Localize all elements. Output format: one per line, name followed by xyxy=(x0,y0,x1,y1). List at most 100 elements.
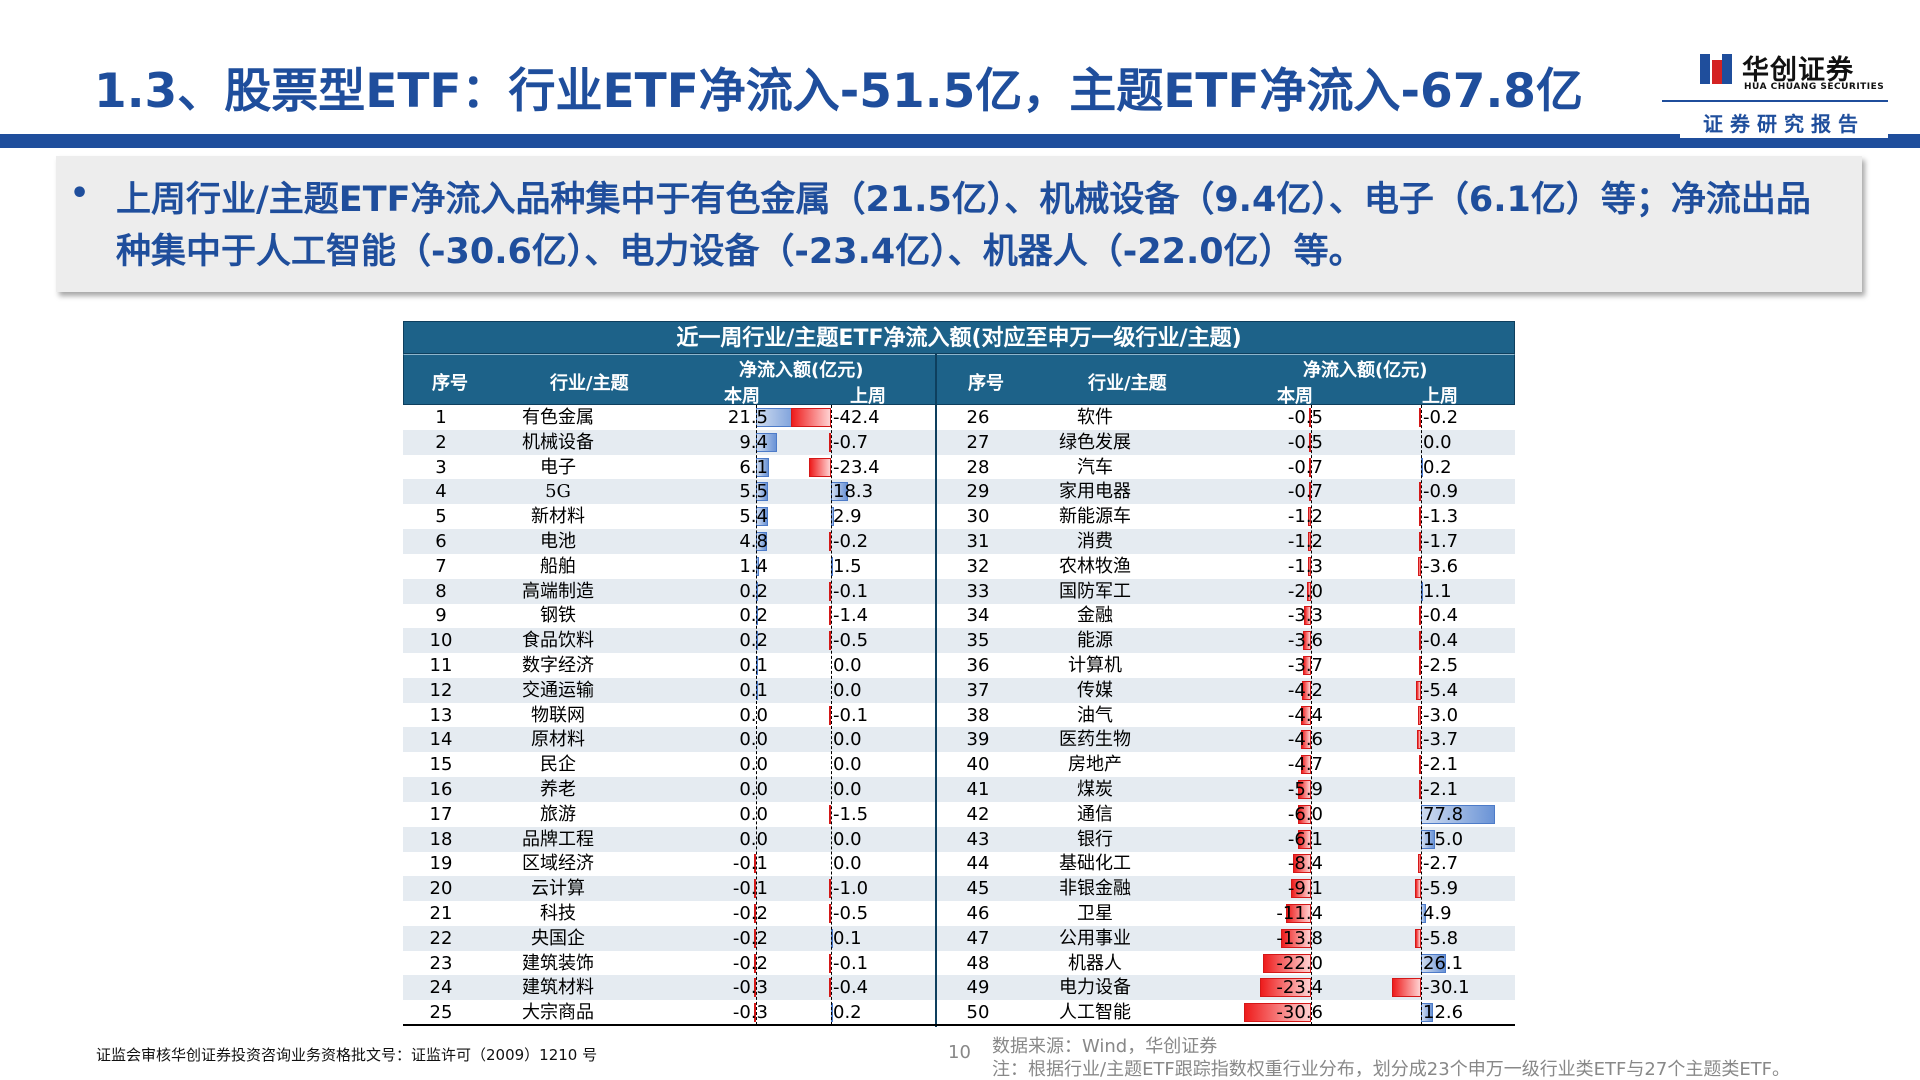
thisweek-value: -0.7 xyxy=(1287,456,1323,478)
page-number: 10 xyxy=(948,1042,971,1063)
row-name: 钢铁 xyxy=(540,605,576,627)
data-source: 数据来源：Wind，华创证券 xyxy=(992,1036,1218,1057)
row-index: 9 xyxy=(435,605,447,627)
etf-flow-table: 近一周行业/主题ETF净流入额(对应至申万一级行业/主题) 序号 行业/主题 净… xyxy=(403,321,1515,1027)
lastweek-bar xyxy=(829,804,831,824)
thisweek-value: 0.2 xyxy=(739,580,768,602)
thisweek-value: -1.2 xyxy=(1287,531,1323,552)
lastweek-bar xyxy=(808,457,831,477)
thisweek-value: -0.1 xyxy=(732,878,768,900)
row-index: 37 xyxy=(966,679,990,701)
thisweek-bar xyxy=(1290,879,1311,899)
lastweek-bar xyxy=(1419,532,1421,551)
lastweek-value: 18.3 xyxy=(833,481,874,503)
logo-text-cn: 华创证券 xyxy=(1742,55,1854,86)
lastweek-bar xyxy=(1419,606,1421,626)
lastweek-value: 4.9 xyxy=(1423,903,1452,924)
row-name: 银行 xyxy=(1077,828,1113,850)
thisweek-value: 0.0 xyxy=(739,779,768,800)
logo-text-en: HUA CHUANG SECURITIES xyxy=(1744,82,1885,92)
thisweek-bar xyxy=(1259,978,1311,998)
lastweek-value: 0.0 xyxy=(833,729,862,751)
lastweek-value: 0.0 xyxy=(833,828,862,850)
row-index: 17 xyxy=(429,803,453,825)
row-index: 47 xyxy=(966,927,990,949)
thisweek-bar xyxy=(754,1003,756,1023)
lastweek-bar xyxy=(829,581,831,601)
row-index: 35 xyxy=(966,630,990,652)
table-row xyxy=(403,925,1515,951)
lastweek-value: 1.5 xyxy=(833,555,862,577)
company-logo: 华创证券 HUA CHUANG SECURITIES xyxy=(1662,44,1888,112)
lastweek-value: -0.1 xyxy=(833,704,869,726)
row-name: 新材料 xyxy=(531,506,585,528)
lastweek-value: 0.0 xyxy=(833,853,862,875)
row-index: 1 xyxy=(435,407,447,428)
thisweek-value: -4.7 xyxy=(1287,754,1323,776)
row-name: 家用电器 xyxy=(1059,481,1131,503)
thisweek-value: -0.5 xyxy=(1287,431,1323,453)
thisweek-bar xyxy=(754,854,756,874)
thisweek-bar xyxy=(754,953,756,973)
lastweek-value: -3.6 xyxy=(1423,555,1459,577)
header-idx-left: 序号 xyxy=(432,373,468,394)
thisweek-bar xyxy=(1297,829,1311,849)
lastweek-value: -0.4 xyxy=(1423,605,1459,627)
row-name: 金融 xyxy=(1077,605,1113,627)
lastweek-value: -0.5 xyxy=(833,630,869,652)
header-thisweek-right: 本周 xyxy=(1277,386,1313,407)
table-row xyxy=(403,876,1515,902)
summary-bullet: • xyxy=(70,176,90,211)
thisweek-bar xyxy=(1292,854,1311,874)
row-index: 11 xyxy=(429,655,453,676)
row-name: 交通运输 xyxy=(522,679,594,701)
lastweek-value: -0.4 xyxy=(1423,630,1459,652)
table-row xyxy=(403,429,1515,455)
lastweek-value: -42.4 xyxy=(833,407,880,428)
lastweek-value: 26.1 xyxy=(1423,952,1464,974)
thisweek-value: -4.2 xyxy=(1287,679,1323,701)
lastweek-bar xyxy=(790,408,831,427)
row-name: 机械设备 xyxy=(522,431,594,453)
thisweek-value: -8.4 xyxy=(1287,853,1323,875)
thisweek-bar xyxy=(1302,656,1311,675)
table-row xyxy=(403,975,1515,1001)
thisweek-value: -4.6 xyxy=(1287,729,1323,751)
thisweek-value: -3.6 xyxy=(1287,630,1323,652)
lastweek-value: 0.0 xyxy=(1423,431,1452,453)
row-name: 消费 xyxy=(1077,531,1113,552)
license-text: 证监会审核华创证券投资咨询业务资格批文号：证监许可（2009）1210 号 xyxy=(96,1046,598,1064)
thisweek-value: -0.2 xyxy=(732,952,768,974)
thisweek-bar xyxy=(1306,581,1311,601)
row-index: 13 xyxy=(429,704,453,726)
row-name: 公用事业 xyxy=(1059,927,1131,949)
row-name: 建筑装饰 xyxy=(522,952,594,974)
page-title: 1.3、股票型ETF：行业ETF净流入-51.5亿，主题ETF净流入-67.8亿 xyxy=(94,64,1584,119)
thisweek-value: -23.4 xyxy=(1276,977,1323,999)
row-index: 22 xyxy=(429,927,453,949)
thisweek-value: 0.2 xyxy=(739,630,768,652)
row-name: 央国企 xyxy=(531,927,585,949)
row-index: 7 xyxy=(435,555,447,577)
lastweek-value: -2.1 xyxy=(1423,779,1459,800)
thisweek-value: -2.0 xyxy=(1287,580,1323,602)
thisweek-value: -4.4 xyxy=(1287,704,1323,726)
table-row xyxy=(403,628,1515,654)
lastweek-bar xyxy=(1419,507,1421,527)
row-name: 医药生物 xyxy=(1059,729,1131,751)
thisweek-value: -0.2 xyxy=(732,927,768,949)
thisweek-value: -0.3 xyxy=(732,977,768,999)
row-index: 41 xyxy=(966,779,990,800)
table-row xyxy=(403,826,1515,852)
thisweek-bar xyxy=(1301,680,1311,700)
lastweek-value: -0.2 xyxy=(833,531,869,552)
lastweek-bar xyxy=(1418,854,1421,874)
row-index: 44 xyxy=(966,853,990,875)
thisweek-bar xyxy=(1300,730,1311,750)
row-index: 4 xyxy=(435,481,447,503)
thisweek-bar xyxy=(1303,631,1311,651)
header-lastweek-left: 上周 xyxy=(850,386,886,407)
lastweek-bar xyxy=(829,904,831,923)
row-name: 绿色发展 xyxy=(1059,431,1131,453)
lastweek-bar xyxy=(829,879,831,899)
